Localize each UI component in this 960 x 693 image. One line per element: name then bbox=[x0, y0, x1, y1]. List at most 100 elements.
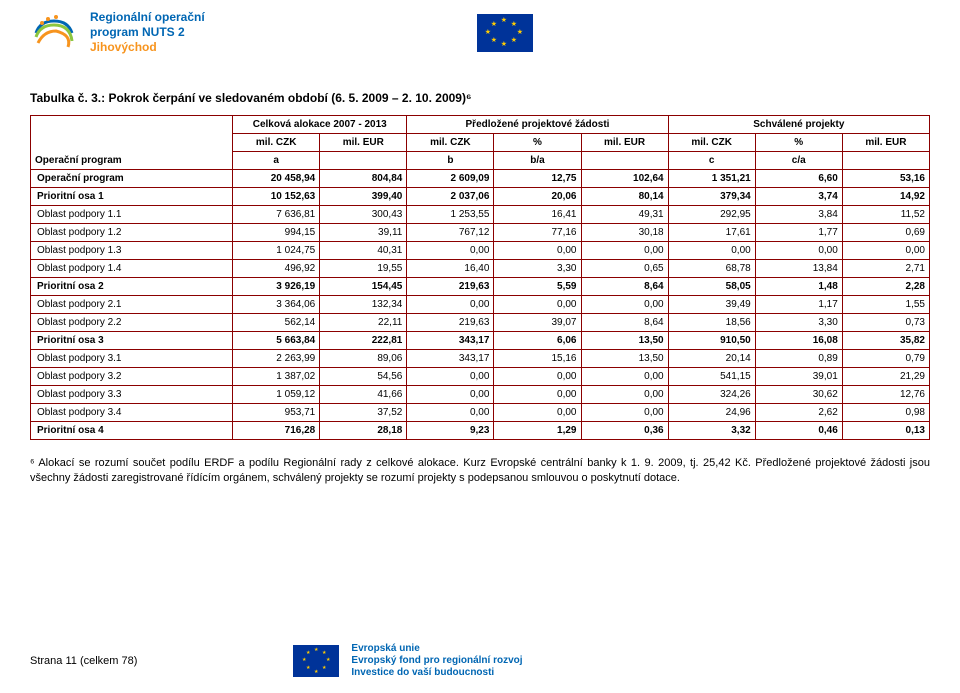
rop-logo-icon bbox=[30, 13, 78, 53]
unit-h: mil. EUR bbox=[581, 134, 668, 152]
group-header-3: Schválené projekty bbox=[668, 116, 929, 134]
cell: 0,00 bbox=[407, 368, 494, 386]
cell: 30,18 bbox=[581, 224, 668, 242]
cell: 222,81 bbox=[320, 332, 407, 350]
unit-h: % bbox=[755, 134, 842, 152]
cell: 0,00 bbox=[581, 242, 668, 260]
cell: 0,46 bbox=[755, 422, 842, 440]
cell: 0,00 bbox=[581, 296, 668, 314]
cell: 39,11 bbox=[320, 224, 407, 242]
table-row: Oblast podpory 1.31 024,7540,310,000,000… bbox=[31, 242, 930, 260]
letter-h: b bbox=[407, 152, 494, 170]
cell: 0,13 bbox=[842, 422, 929, 440]
unit-h: mil. EUR bbox=[842, 134, 929, 152]
cell: 399,40 bbox=[320, 188, 407, 206]
cell: 0,00 bbox=[494, 404, 581, 422]
cell: 12,76 bbox=[842, 386, 929, 404]
svg-text:★: ★ bbox=[326, 657, 331, 663]
cell: 37,52 bbox=[320, 404, 407, 422]
cell: 16,41 bbox=[494, 206, 581, 224]
cell: 3,30 bbox=[494, 260, 581, 278]
cell: 1,55 bbox=[842, 296, 929, 314]
letter-h: a bbox=[233, 152, 320, 170]
cell: 910,50 bbox=[668, 332, 755, 350]
row-label: Prioritní osa 1 bbox=[31, 188, 233, 206]
cell: 13,50 bbox=[581, 350, 668, 368]
row-label: Oblast podpory 1.4 bbox=[31, 260, 233, 278]
cell: 2 263,99 bbox=[233, 350, 320, 368]
svg-text:★: ★ bbox=[322, 665, 327, 671]
cell: 54,56 bbox=[320, 368, 407, 386]
unit-h: mil. CZK bbox=[407, 134, 494, 152]
cell: 1,17 bbox=[755, 296, 842, 314]
cell: 0,00 bbox=[494, 368, 581, 386]
eu-flag-small-icon: ★★ ★★ ★★ ★★ bbox=[293, 645, 339, 677]
page-footer: Strana 11 (celkem 78) ★★ ★★ ★★ ★★ Evrops… bbox=[30, 643, 930, 679]
footer-logos: ★★ ★★ ★★ ★★ Evropská unie Evropský fond … bbox=[293, 643, 522, 679]
footer-line1: Evropská unie bbox=[351, 643, 522, 655]
cell: 35,82 bbox=[842, 332, 929, 350]
cell: 219,63 bbox=[407, 278, 494, 296]
program-title: Regionální operační program NUTS 2 Jihov… bbox=[90, 10, 205, 55]
cell: 13,50 bbox=[581, 332, 668, 350]
cell: 39,01 bbox=[755, 368, 842, 386]
cell: 11,52 bbox=[842, 206, 929, 224]
cell: 343,17 bbox=[407, 332, 494, 350]
cell: 0,00 bbox=[668, 242, 755, 260]
cell: 1 387,02 bbox=[233, 368, 320, 386]
cell: 0,00 bbox=[581, 386, 668, 404]
unit-h: mil. CZK bbox=[668, 134, 755, 152]
cell: 0,00 bbox=[494, 386, 581, 404]
cell: 1 059,12 bbox=[233, 386, 320, 404]
group-header-1: Celková alokace 2007 - 2013 bbox=[233, 116, 407, 134]
cell: 716,28 bbox=[233, 422, 320, 440]
cell: 0,00 bbox=[494, 242, 581, 260]
cell: 77,16 bbox=[494, 224, 581, 242]
cell: 292,95 bbox=[668, 206, 755, 224]
page-number: Strana 11 (celkem 78) bbox=[30, 655, 137, 667]
cell: 13,84 bbox=[755, 260, 842, 278]
group-header-2: Předložené projektové žádosti bbox=[407, 116, 668, 134]
row-label: Operační program bbox=[31, 170, 233, 188]
cell: 1 024,75 bbox=[233, 242, 320, 260]
letter-h bbox=[581, 152, 668, 170]
data-table: Operační program Celková alokace 2007 - … bbox=[30, 115, 930, 440]
letter-h: c/a bbox=[755, 152, 842, 170]
cell: 8,64 bbox=[581, 278, 668, 296]
cell: 541,15 bbox=[668, 368, 755, 386]
row-label: Oblast podpory 2.1 bbox=[31, 296, 233, 314]
cell: 24,96 bbox=[668, 404, 755, 422]
row-label: Oblast podpory 1.2 bbox=[31, 224, 233, 242]
row-label: Oblast podpory 3.2 bbox=[31, 368, 233, 386]
cell: 1,48 bbox=[755, 278, 842, 296]
cell: 0,00 bbox=[407, 242, 494, 260]
cell: 0,69 bbox=[842, 224, 929, 242]
table-title: Tabulka č. 3.: Pokrok čerpání ve sledova… bbox=[30, 91, 930, 105]
cell: 324,26 bbox=[668, 386, 755, 404]
cell: 5 663,84 bbox=[233, 332, 320, 350]
svg-text:★: ★ bbox=[302, 657, 307, 663]
cell: 16,08 bbox=[755, 332, 842, 350]
cell: 19,55 bbox=[320, 260, 407, 278]
cell: 1 253,55 bbox=[407, 206, 494, 224]
cell: 39,49 bbox=[668, 296, 755, 314]
svg-text:★: ★ bbox=[314, 669, 319, 675]
cell: 80,14 bbox=[581, 188, 668, 206]
row-label: Oblast podpory 1.1 bbox=[31, 206, 233, 224]
cell: 1 351,21 bbox=[668, 170, 755, 188]
cell: 0,98 bbox=[842, 404, 929, 422]
cell: 0,00 bbox=[755, 242, 842, 260]
cell: 3,74 bbox=[755, 188, 842, 206]
cell: 0,00 bbox=[407, 296, 494, 314]
cell: 58,05 bbox=[668, 278, 755, 296]
table-row: Prioritní osa 110 152,63399,402 037,0620… bbox=[31, 188, 930, 206]
cell: 102,64 bbox=[581, 170, 668, 188]
cell: 0,36 bbox=[581, 422, 668, 440]
footnote: ⁶ Alokací se rozumí součet podílu ERDF a… bbox=[30, 456, 930, 487]
cell: 6,06 bbox=[494, 332, 581, 350]
cell: 18,56 bbox=[668, 314, 755, 332]
cell: 2 037,06 bbox=[407, 188, 494, 206]
letter-h bbox=[320, 152, 407, 170]
corner-header: Operační program bbox=[31, 116, 233, 170]
cell: 0,00 bbox=[407, 386, 494, 404]
